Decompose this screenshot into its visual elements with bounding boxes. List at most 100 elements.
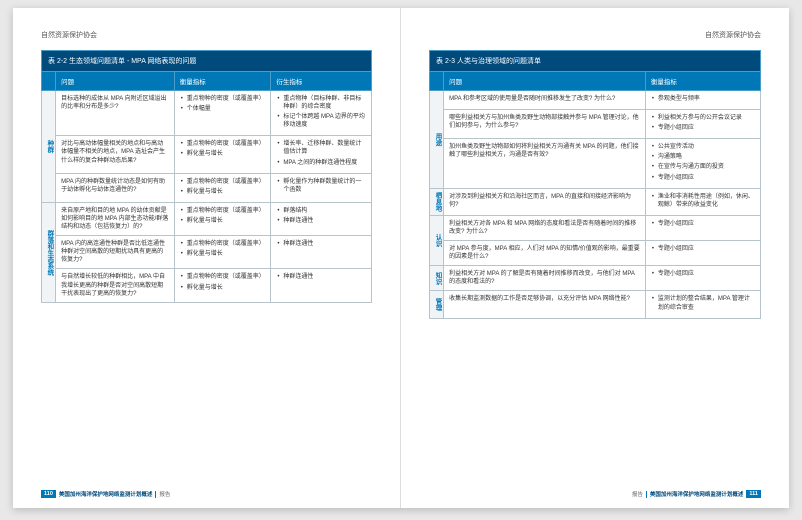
list-item: 渔业和非消耗性用途（例如，休闲、观鲸）带来的收益变化 bbox=[651, 193, 755, 209]
table-row: MPA 内的种群数量统计动态是如何有助于幼体孵化与幼体连通性的?重点物种的密度（… bbox=[42, 173, 372, 202]
question-cell: 哪些利益相关方与加州鱼类及野生动物部接触并参与 MPA 管理讨论，他们如何参与，… bbox=[444, 110, 646, 139]
org-name-right: 自然资源保护协会 bbox=[429, 30, 761, 40]
list-item: 重点物种的密度（或覆盖率） bbox=[180, 140, 266, 148]
list-item: 监测计划的整合结果，MPA 管理计划的综合审查 bbox=[651, 295, 755, 311]
table-row: 与自然增长较低的种群相比，MPA 中自我增长更高的种群是否对空间高散短期干扰表现… bbox=[42, 269, 372, 302]
list-item: 在宣传与沟通方面的投资 bbox=[651, 163, 755, 171]
list-item: 孵化量与增长 bbox=[180, 150, 266, 158]
metric-cell: 专题小组回应 bbox=[645, 215, 760, 240]
list-item: 专题小组回应 bbox=[651, 124, 755, 132]
metric-cell: 专题小组回应 bbox=[645, 241, 760, 266]
table-row: 栖息地对涉及到利益相关方和沿海社区而言，MPA 的直接和间接经济影响为何? 渔业和… bbox=[430, 188, 761, 215]
table-row: 对 MPA 参与度，MPA 相应，人们对 MPA 的知情/价值观的影响，最重要的… bbox=[430, 241, 761, 266]
table-row: 认识利益相关方对各 MPA 和 MPA 网络的态度和看法是否有随着时间的推移改变… bbox=[430, 215, 761, 240]
left-col-2: 衡量指标 bbox=[174, 72, 271, 91]
derived-cell: 增长率、迁移种群、数量统计值估计算 MPA 之间的种群连通性程度 bbox=[271, 136, 372, 173]
footer-right: 报告 美国加州海洋保护地网络监测计划概述 111 bbox=[632, 490, 761, 498]
list-item: 重点物种的密度（或覆盖率） bbox=[180, 273, 266, 281]
list-item: 专题小组回应 bbox=[651, 220, 755, 228]
list-item: 孵化量与增长 bbox=[180, 217, 266, 225]
derived-cell: 种群连通性 bbox=[271, 269, 372, 302]
list-item: 公共宣传活动 bbox=[651, 143, 755, 151]
derived-cell: 孵化量作为种群数量统计的一个函数 bbox=[271, 173, 372, 202]
org-name-left: 自然资源保护协会 bbox=[41, 30, 372, 40]
list-item: 个体幅量 bbox=[180, 105, 266, 113]
question-cell: MPA 内的高连通性种群是否比低连通性种群对空间高散的短期扰动具有更高的恢复力? bbox=[56, 236, 175, 269]
page-num-right: 111 bbox=[746, 490, 761, 498]
question-cell: MPA 和参考区域的使用量是否随时间推移发生了改变? 为什么? bbox=[444, 91, 646, 110]
list-item: 孵化量与增长 bbox=[180, 284, 266, 292]
group-label: 群落和生态系统 bbox=[42, 202, 56, 302]
derived-cell: 群落结构种群连通性 bbox=[271, 202, 372, 235]
group-label: 知识 bbox=[430, 266, 444, 291]
list-item: 标记个体跨越 MPA 边界的平均移动速度 bbox=[276, 113, 366, 129]
right-table: 表 2-3 人类与治理领域的问题清单 问题 衡量指标 用途MPA 和参考区域的使… bbox=[429, 50, 761, 319]
table-row: 哪些利益相关方与加州鱼类及野生动物部接触并参与 MPA 管理讨论，他们如何参与，… bbox=[430, 110, 761, 139]
list-item: 重点物种的密度（或覆盖率） bbox=[180, 207, 266, 215]
question-cell: 对涉及到利益相关方和沿海社区而言，MPA 的直接和间接经济影响为何? bbox=[444, 188, 646, 215]
table-row: 加州鱼类及野生动物部如何将利益相关方沟通有关 MPA 的问题，他们接触了哪些利益… bbox=[430, 139, 761, 188]
page-spread: 自然资源保护协会 表 2-2 生态领域问题清单 - MPA 网络表现的问题 问题… bbox=[13, 8, 789, 508]
left-page: 自然资源保护协会 表 2-2 生态领域问题清单 - MPA 网络表现的问题 问题… bbox=[13, 8, 401, 508]
group-label: 认识 bbox=[430, 215, 444, 265]
list-item: 沟通策略 bbox=[651, 153, 755, 161]
list-item: 孵化量作为种群数量统计的一个函数 bbox=[276, 178, 366, 194]
list-item: 专题小组回应 bbox=[651, 245, 755, 253]
question-cell: 与自然增长较低的种群相比，MPA 中自我增长更高的种群是否对空间高散短期干扰表现… bbox=[56, 269, 175, 302]
metric-cell: 监测计划的整合结果，MPA 管理计划的综合审查 bbox=[645, 291, 760, 318]
list-item: 参观类型与频率 bbox=[651, 95, 755, 103]
right-col-2: 衡量指标 bbox=[645, 72, 760, 91]
table-row: MPA 内的高连通性种群是否比低连通性种群对空间高散的短期扰动具有更高的恢复力?… bbox=[42, 236, 372, 269]
table-row: 群落和生态系统来自原产地和目的地 MPA 的幼体贡献是如何影响目的地 MPA 内… bbox=[42, 202, 372, 235]
metric-cell: 重点物种的密度（或覆盖率） 孵化量与增长 bbox=[174, 202, 271, 235]
question-cell: 利益相关方对各 MPA 和 MPA 网络的态度和看法是否有随着时间的推移改变? … bbox=[444, 215, 646, 240]
list-item: 重点物种的密度（或覆盖率） bbox=[180, 178, 266, 186]
list-item: 专题小组回应 bbox=[651, 174, 755, 182]
table-row: 知识利益相关方对 MPA 的了解是否有随着时间推移而改变，与他们对 MPA 的态… bbox=[430, 266, 761, 291]
metric-cell: 公共宣传活动沟通策略在宣传与沟通方面的投资专题小组回应 bbox=[645, 139, 760, 188]
question-cell: 对 MPA 参与度，MPA 相应，人们对 MPA 的知情/价值观的影响，最重要的… bbox=[444, 241, 646, 266]
group-label: 种群 bbox=[42, 91, 56, 203]
metric-cell: 重点物种的密度（或覆盖率） 孵化量与增长 bbox=[174, 173, 271, 202]
right-page: 自然资源保护协会 表 2-3 人类与治理领域的问题清单 问题 衡量指标 用途MP… bbox=[401, 8, 789, 508]
footer-left: 110 美国加州海洋保护地网络监测计划概述 报告 bbox=[41, 490, 170, 498]
group-label: 栖息地 bbox=[430, 188, 444, 215]
question-cell: 目标选种的成体从 MPA 向附近区域溢出的比率和分布是多少? bbox=[56, 91, 175, 136]
question-cell: 加州鱼类及野生动物部如何将利益相关方沟通有关 MPA 的问题，他们接触了哪些利益… bbox=[444, 139, 646, 188]
metric-cell: 参观类型与频率 bbox=[645, 91, 760, 110]
metric-cell: 渔业和非消耗性用途（例如，休闲、观鲸）带来的收益变化 bbox=[645, 188, 760, 215]
metric-cell: 重点物种的密度（或覆盖率） 孵化量与增长 bbox=[174, 136, 271, 173]
list-item: 群落结构 bbox=[276, 207, 366, 215]
list-item: 种群连通性 bbox=[276, 217, 366, 225]
list-item: MPA 之间的种群连通性程度 bbox=[276, 159, 366, 167]
group-label: 用途 bbox=[430, 91, 444, 189]
list-item: 孵化量与增长 bbox=[180, 250, 266, 258]
list-item: 孵化量与增长 bbox=[180, 188, 266, 196]
question-cell: 对比与高动体幅量相关的地点和与高动体幅量不相关的地点，MPA 选址会产生什么样的… bbox=[56, 136, 175, 173]
list-item: 种群连通性 bbox=[276, 273, 366, 281]
table-row: 用途MPA 和参考区域的使用量是否随时间推移发生了改变? 为什么?参观类型与频率 bbox=[430, 91, 761, 110]
question-cell: 收集长期监测数据的工作是否足够协调，以充分评估 MPA 网络性能? bbox=[444, 291, 646, 318]
metric-cell: 重点物种的密度（或覆盖率）孵化量与增长 bbox=[174, 236, 271, 269]
question-cell: 利益相关方对 MPA 的了解是否有随着时间推移而改变，与他们对 MPA 的态度和… bbox=[444, 266, 646, 291]
page-num-left: 110 bbox=[41, 490, 56, 498]
question-cell: MPA 内的种群数量统计动态是如何有助于幼体孵化与幼体连通性的? bbox=[56, 173, 175, 202]
table-row: 管理收集长期监测数据的工作是否足够协调，以充分评估 MPA 网络性能? 监测计划的… bbox=[430, 291, 761, 318]
left-table-title: 表 2-2 生态领域问题清单 - MPA 网络表现的问题 bbox=[42, 51, 372, 72]
question-cell: 来自原产地和目的地 MPA 的幼体贡献是如何影响目的地 MPA 内部生态功能/群… bbox=[56, 202, 175, 235]
left-table: 表 2-2 生态领域问题清单 - MPA 网络表现的问题 问题 衡量指标 衍生指… bbox=[41, 50, 372, 303]
metric-cell: 重点物种的密度（或覆盖率） 孵化量与增长 bbox=[174, 269, 271, 302]
right-col-1: 问题 bbox=[444, 72, 646, 91]
list-item: 增长率、迁移种群、数量统计值估计算 bbox=[276, 140, 366, 156]
metric-cell: 重点物种的密度（或覆盖率）个体幅量 bbox=[174, 91, 271, 136]
list-item: 专题小组回应 bbox=[651, 270, 755, 278]
derived-cell: 种群连通性 bbox=[271, 236, 372, 269]
derived-cell: 重点物种（目标种群、非目标种群）的综合密度标记个体跨越 MPA 边界的平均移动速… bbox=[271, 91, 372, 136]
list-item: 重点物种（目标种群、非目标种群）的综合密度 bbox=[276, 95, 366, 111]
left-col-1: 问题 bbox=[56, 72, 175, 91]
right-table-title: 表 2-3 人类与治理领域的问题清单 bbox=[430, 51, 761, 72]
left-col-3: 衍生指标 bbox=[271, 72, 372, 91]
list-item: 利益相关方参与的公开会议记录 bbox=[651, 114, 755, 122]
table-row: 种群目标选种的成体从 MPA 向附近区域溢出的比率和分布是多少?重点物种的密度（… bbox=[42, 91, 372, 136]
group-label: 管理 bbox=[430, 291, 444, 318]
